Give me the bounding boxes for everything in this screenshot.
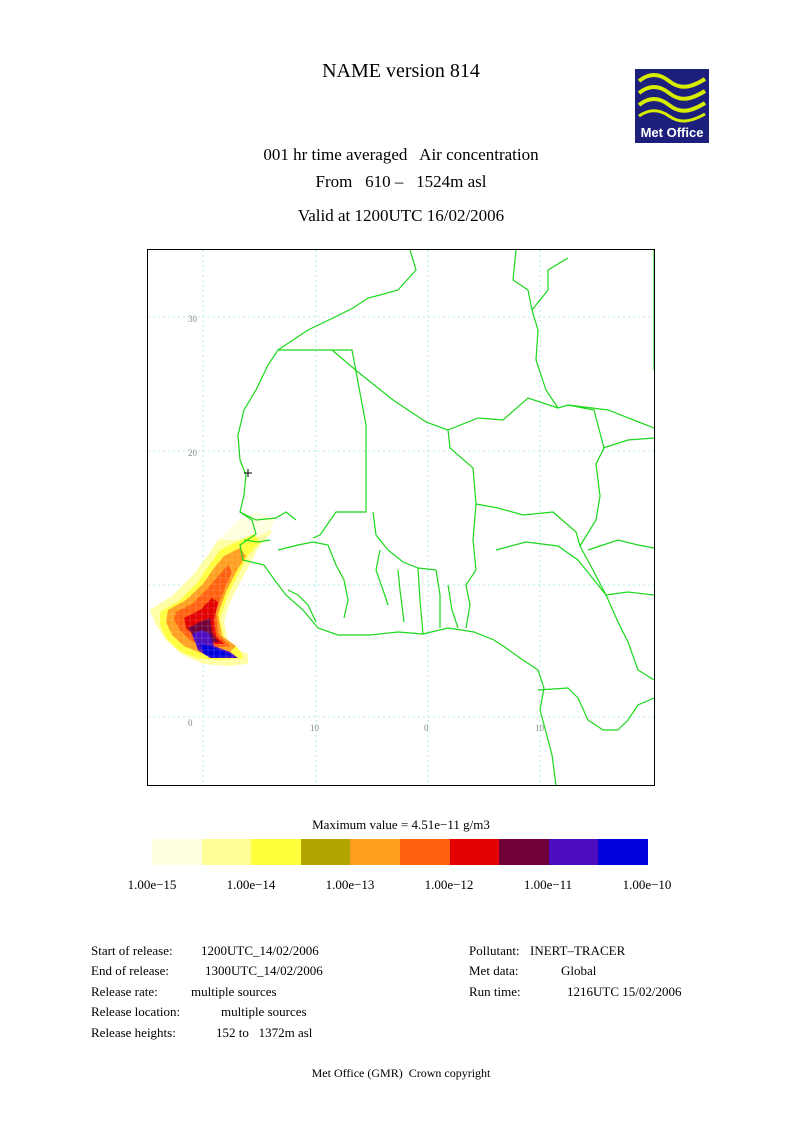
lat-label-30: 30: [188, 314, 198, 324]
scale-swatch: [499, 839, 549, 865]
scale-tick-label: 1.00e−14: [226, 877, 276, 892]
release-heights-value: 152 to 1372m asl: [216, 1025, 313, 1040]
met-data-value: Global: [561, 963, 597, 978]
scale-swatch: [350, 839, 400, 865]
subtitle-height-range: From 610 – 1524m asl: [315, 172, 487, 191]
scale-swatch: [399, 839, 450, 865]
valid-time: Valid at 1200UTC 16/02/2006: [297, 206, 505, 225]
scale-tick-label: 1.00e−10: [622, 877, 672, 892]
release-location-label: Release location:: [91, 1004, 181, 1019]
scale-swatch: [152, 839, 202, 865]
scale-tick-label: 1.00e−13: [325, 877, 375, 892]
map-panel: 30 20 0 10 0 10: [147, 249, 655, 786]
release-location-value: multiple sources: [221, 1004, 307, 1019]
pollutant-label: Pollutant:: [469, 943, 520, 958]
plot-title: NAME version 814: [322, 60, 480, 82]
lat-label-20: 20: [188, 448, 198, 458]
release-start-label: Start of release:: [91, 943, 173, 958]
lon-label-10w: 10: [310, 723, 320, 733]
run-time-label: Run time:: [469, 984, 521, 999]
scale-swatch: [598, 839, 648, 865]
maximum-value-label: Maximum value = 4.51e−11 g/m3: [312, 817, 490, 832]
scale-tick-label: 1.00e−15: [127, 877, 177, 892]
scale-tick-label: 1.00e−11: [523, 877, 573, 892]
release-end-label: End of release:: [91, 963, 169, 978]
lat-label-0: 0: [188, 718, 193, 728]
lon-label-10e: 10: [535, 723, 545, 733]
pollutant-value: INERT–TRACER: [530, 943, 626, 958]
lon-label-0: 0: [424, 723, 429, 733]
graticule: [148, 250, 654, 785]
copyright-footer: Met Office (GMR) Crown copyright: [311, 1066, 491, 1080]
subtitle-quantity: 001 hr time averaged Air concentration: [263, 145, 539, 164]
scale-tick-label: 1.00e−12: [424, 877, 474, 892]
run-time-value: 1216UTC 15/02/2006: [567, 984, 682, 999]
concentration-plume: [148, 511, 278, 668]
scale-swatch: [251, 839, 301, 865]
scale-swatch: [548, 839, 599, 865]
release-start-value: 1200UTC_14/02/2006: [201, 943, 319, 958]
scale-swatch: [449, 839, 500, 865]
met-office-logo: Met Office: [635, 69, 709, 143]
met-data-label: Met data:: [469, 963, 519, 978]
logo-text: Met Office: [640, 125, 704, 140]
release-rate-value: multiple sources: [191, 984, 277, 999]
plume-contour: [200, 644, 234, 658]
scale-swatch: [300, 839, 351, 865]
map-canvas: 30 20 0 10 0 10: [148, 250, 654, 785]
logo-waves-icon: [637, 73, 707, 123]
release-end-value: 1300UTC_14/02/2006: [205, 963, 323, 978]
scale-swatch: [201, 839, 252, 865]
release-marker: [244, 469, 252, 477]
release-heights-label: Release heights:: [91, 1025, 176, 1040]
release-rate-label: Release rate:: [91, 984, 158, 999]
coastlines-and-borders: [237, 250, 654, 785]
color-scale-bar: [152, 839, 648, 865]
